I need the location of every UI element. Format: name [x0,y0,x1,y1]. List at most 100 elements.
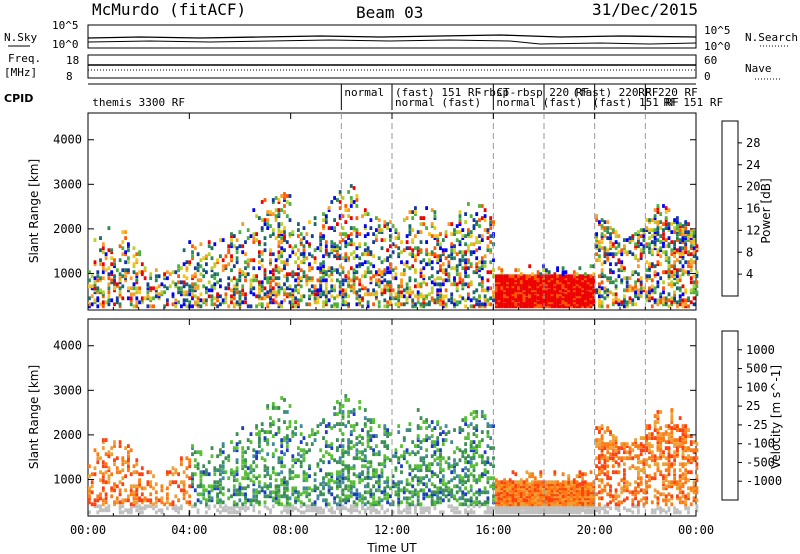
velocity-echo-cell [366,470,370,475]
power-echo-cell [500,280,504,285]
power-echo-cell [656,302,660,307]
power-echo-cell [673,282,676,287]
power-echo-cell [614,240,618,244]
power-echo-cell [558,298,562,303]
velocity-echo-cell [441,488,445,493]
power-echo-cell [572,290,576,295]
velocity-echo-cell [464,486,467,491]
power-echo-cell [687,234,690,238]
power-echo-cell [514,286,518,291]
velocity-echo-cell [455,462,459,467]
power-echo-cell [639,252,643,257]
power-echo-cell [355,246,359,251]
power-echo-cell [678,222,682,226]
velocity-echo-cell [285,410,289,414]
power-echo-cell [687,238,690,242]
power-echo-cell [684,250,688,255]
velocity-echo-cell [277,494,281,499]
power-echo-cell [536,286,540,291]
velocity-echo-cell [338,478,342,483]
velocity-echo-cell [347,414,350,418]
power-echo-cell [269,270,272,275]
power-echo-cell [464,250,467,255]
power-echo-cell [667,304,671,309]
power-echo-cell [511,282,515,287]
power-echo-cell [132,264,136,269]
power-echo-cell [280,268,284,273]
power-echo-cell [333,196,336,200]
power-echo-cell [617,250,621,255]
power-echo-cell [302,258,306,263]
power-echo-cell [673,254,676,259]
power-echo-cell [157,274,161,279]
power-echo-cell [132,262,136,267]
power-echo-cell [110,270,114,275]
velocity-echo-cell [152,486,155,491]
velocity-echo-cell [143,486,147,491]
power-echo-cell [363,208,367,212]
power-echo-cell [673,290,676,295]
power-echo-cell [469,280,473,285]
power-echo-cell [101,250,105,255]
power-echo-cell [634,286,637,291]
velocity-echo-cell [542,504,545,509]
power-echo-cell [383,220,387,224]
power-echo-cell [637,272,640,277]
velocity-echo-cell [160,508,164,513]
power-echo-cell [508,298,512,303]
velocity-echo-cell [104,464,108,469]
velocity-echo-cell [349,486,353,491]
power-echo-cell [662,296,665,301]
power-echo-cell [545,270,548,275]
power-echo-cell [266,210,270,214]
power-echo-cell [180,290,183,295]
velocity-echo-cell [375,452,378,457]
power-echo-cell [283,196,286,200]
velocity-echo-cell [355,488,359,493]
power-echo-cell [689,276,693,281]
velocity-echo-cell [531,494,534,499]
velocity-echo-cell [322,508,325,513]
velocity-echo-cell [539,470,543,475]
power-echo-cell [419,230,423,234]
velocity-echo-cell [494,500,498,505]
power-echo-cell [433,226,437,230]
velocity-echo-cell [405,428,409,432]
power-echo-cell [519,284,523,289]
power-echo-cell [283,266,286,271]
velocity-echo-cell [336,502,339,507]
velocity-echo-cell [355,456,359,461]
power-echo-cell [344,234,348,238]
power-echo-cell [338,190,342,194]
velocity-echo-cell [533,500,537,505]
power-echo-cell [689,232,693,236]
velocity-echo-cell [352,504,356,509]
velocity-echo-cell [402,450,406,455]
velocity-echo-cell [536,508,540,513]
velocity-echo-cell [235,458,239,463]
power-echo-cell [623,268,626,273]
power-echo-cell [511,296,515,301]
power-echo-cell [138,290,141,295]
velocity-echo-cell [313,502,317,507]
velocity-echo-cell [355,448,359,453]
power-echo-cell [584,290,587,295]
power-echo-cell [506,304,509,309]
power-echo-cell [118,302,122,307]
power-echo-cell [277,290,281,295]
velocity-echo-cell [539,472,543,477]
cpid-program-label: -rbsp [476,86,509,99]
power-echo-cell [377,268,381,273]
power-echo-cell [678,298,682,303]
velocity-echo-cell [461,496,465,501]
velocity-echo-cell [514,496,518,501]
velocity-echo-cell [88,510,91,515]
velocity-echo-cell [341,492,345,497]
velocity-echo-cell [436,496,440,501]
power-echo-cell [235,300,239,305]
power-echo-cell [600,280,604,285]
velocity-echo-cell [458,510,462,515]
velocity-echo-cell [129,472,133,477]
velocity-echo-cell [140,498,144,503]
power-echo-cell [531,278,534,283]
